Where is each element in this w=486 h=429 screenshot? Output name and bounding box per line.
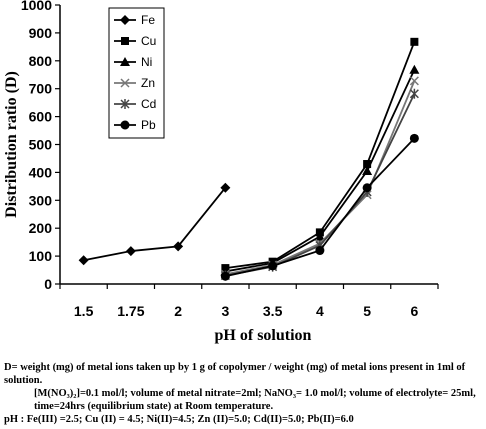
x-tick-label: 2 bbox=[174, 303, 182, 319]
legend-label-pb: Pb bbox=[141, 118, 156, 132]
y-axis-title: Distribution ratio (D) bbox=[3, 71, 20, 218]
legend: Fe Cu Ni Zn Cd Pb bbox=[108, 7, 165, 139]
x-tick-label: 3 bbox=[221, 303, 229, 319]
legend-item-cd: Cd bbox=[114, 97, 156, 111]
distribution-ratio-chart: 0 100 200 300 400 500 600 700 800 900 1000 1.5 1.75… bbox=[3, 0, 439, 344]
legend-box bbox=[108, 7, 165, 139]
legend-label-cd: Cd bbox=[141, 97, 156, 111]
series-line-fe bbox=[83, 187, 227, 262]
x-tick-label: 1.75 bbox=[117, 303, 144, 319]
data-point-fe bbox=[78, 255, 89, 266]
legend-label-ni: Ni bbox=[141, 55, 152, 69]
series-pb bbox=[220, 133, 419, 281]
data-point-fe bbox=[173, 241, 184, 252]
footnote-definition: D= weight (mg) of metal ions taken up by… bbox=[4, 362, 466, 386]
y-tick-label: 0 bbox=[44, 276, 52, 292]
x-tick-label: 6 bbox=[410, 303, 418, 319]
legend-marker-fe bbox=[120, 15, 130, 25]
legend-marker-zn bbox=[120, 78, 130, 88]
series-fe bbox=[78, 182, 231, 266]
x-tick-label: 5 bbox=[363, 303, 371, 319]
y-tick-label: 100 bbox=[29, 248, 53, 264]
series-layer bbox=[78, 37, 420, 281]
footnote-conditions: [M(NO₃)₂]=0.1 mol/l; volume of metal nit… bbox=[34, 388, 476, 412]
data-point-cd bbox=[409, 88, 419, 99]
x-tick-label: 1.5 bbox=[74, 303, 94, 319]
data-point-zn bbox=[409, 76, 419, 86]
y-tick-label: 800 bbox=[29, 53, 53, 69]
legend-item-ni: Ni bbox=[114, 55, 152, 69]
data-point-pb bbox=[315, 246, 325, 256]
legend-marker-cu bbox=[121, 37, 129, 45]
legend-label-zn: Zn bbox=[141, 76, 155, 90]
y-tick-label: 600 bbox=[29, 109, 53, 125]
data-point-ni bbox=[362, 166, 373, 176]
y-ticks: 0 100 200 300 400 500 600 700 800 900 1000 bbox=[21, 0, 60, 292]
data-point-ni bbox=[314, 231, 325, 241]
legend-marker-pb bbox=[120, 120, 130, 130]
data-point-cu bbox=[363, 160, 372, 169]
x-axis-title: pH of solution bbox=[215, 327, 312, 344]
y-tick-label: 300 bbox=[29, 192, 53, 208]
legend-marker-ni bbox=[120, 57, 130, 66]
y-tick-label: 1000 bbox=[21, 0, 52, 13]
x-tick-label: 4 bbox=[316, 303, 324, 319]
data-point-pb bbox=[268, 261, 278, 271]
y-tick-label: 200 bbox=[29, 220, 53, 236]
y-tick-label: 400 bbox=[29, 164, 53, 180]
footnotes: D= weight (mg) of metal ions taken up by… bbox=[4, 361, 484, 426]
data-point-fe bbox=[125, 246, 136, 257]
data-point-pb bbox=[409, 133, 419, 143]
series-line-pb bbox=[225, 137, 416, 278]
legend-marker-cd bbox=[120, 99, 130, 109]
legend-item-fe: Fe bbox=[114, 13, 155, 27]
legend-item-zn: Zn bbox=[114, 76, 155, 90]
data-point-cu bbox=[410, 37, 419, 46]
y-tick-label: 900 bbox=[29, 25, 53, 41]
data-point-pb bbox=[220, 271, 230, 281]
data-point-fe bbox=[220, 182, 231, 193]
y-tick-label: 700 bbox=[29, 81, 53, 97]
x-ticks: 1.5 1.75 2 3 3.5 4 5 6 bbox=[59, 284, 439, 319]
footnote-optimal-ph: pH : Fe(III) =2.5; Cu (II) = 4.5; Ni(II)… bbox=[4, 414, 354, 425]
legend-label-cu: Cu bbox=[141, 34, 156, 48]
legend-item-cu: Cu bbox=[114, 34, 156, 48]
legend-item-pb: Pb bbox=[114, 118, 156, 132]
legend-label-fe: Fe bbox=[141, 13, 155, 27]
x-tick-label: 3.5 bbox=[263, 303, 283, 319]
y-tick-label: 500 bbox=[29, 137, 53, 153]
data-point-pb bbox=[362, 183, 372, 193]
data-point-ni bbox=[409, 64, 420, 74]
